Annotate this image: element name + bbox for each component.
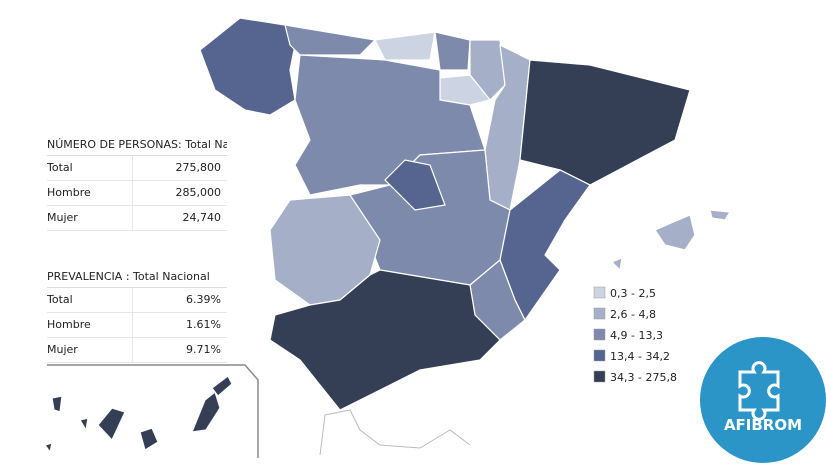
logo-text: AFIBROM (724, 416, 802, 434)
table-title: NÚMERO DE PERSONAS: Total Naci (47, 135, 227, 156)
canary-frame (47, 364, 259, 458)
legend-label: 0,3 - 2,5 (610, 287, 656, 300)
region (139, 427, 159, 451)
cell-value: 6.39% (186, 293, 221, 306)
legend-label: 13,4 - 34,2 (610, 350, 670, 363)
legend: 0,3 - 2,5 2,6 - 4,8 4,9 - 13,3 13,4 - 34,2 3… (593, 286, 677, 384)
logo-puzzle (738, 361, 780, 421)
region (610, 257, 623, 272)
data-table: PREVALENCIA : Total Nacional Total 6.39% Ho… (47, 267, 227, 363)
legend-swatch (593, 328, 606, 341)
region (51, 395, 63, 413)
table-row: Hombre 285,000 (47, 181, 227, 206)
cell-value: 9.71% (186, 343, 221, 356)
table-row: Total 275,800 (47, 156, 227, 181)
region (211, 375, 233, 397)
legend-swatch (593, 307, 606, 320)
region (374, 31, 436, 61)
legend-swatch (593, 370, 606, 383)
region (284, 24, 377, 56)
logo-circle (700, 337, 826, 463)
cell-label: Mujer (47, 206, 133, 230)
legend-label: 4,9 - 13,3 (610, 329, 663, 342)
region (44, 442, 53, 454)
region (269, 269, 501, 411)
region (199, 17, 296, 116)
region (97, 407, 126, 442)
cell-value: 285,000 (175, 186, 222, 199)
region (191, 390, 221, 433)
cell-value: 275,800 (175, 161, 222, 174)
africa-outline (319, 409, 471, 456)
data-table: NÚMERO DE PERSONAS: Total Naci Total 275,8… (47, 135, 227, 231)
legend-label: 34,3 - 275,8 (610, 371, 677, 384)
table-row: Hombre 1.61% (47, 313, 227, 338)
region (384, 159, 446, 211)
region (519, 59, 691, 186)
cell-label: Hombre (47, 313, 133, 337)
table-row: Mujer 24,740 (47, 206, 227, 231)
region (709, 209, 732, 221)
cell-label: Mujer (47, 338, 133, 362)
cell-label: Total (47, 156, 133, 180)
cell-value: 1.61% (186, 318, 221, 331)
cell-label: Total (47, 288, 133, 312)
cell-value: 24,740 (182, 211, 222, 224)
legend-label: 2,6 - 4,8 (610, 308, 656, 321)
legend-swatch (593, 349, 606, 362)
region (434, 31, 471, 71)
region (79, 417, 89, 432)
cell-label: Hombre (47, 181, 133, 205)
table-title: PREVALENCIA : Total Nacional (47, 267, 227, 288)
legend-swatch (593, 286, 606, 299)
table-row: Total 6.39% (47, 288, 227, 313)
regions (44, 17, 732, 454)
region (654, 214, 696, 251)
table-row: Mujer 9.71% (47, 338, 227, 363)
